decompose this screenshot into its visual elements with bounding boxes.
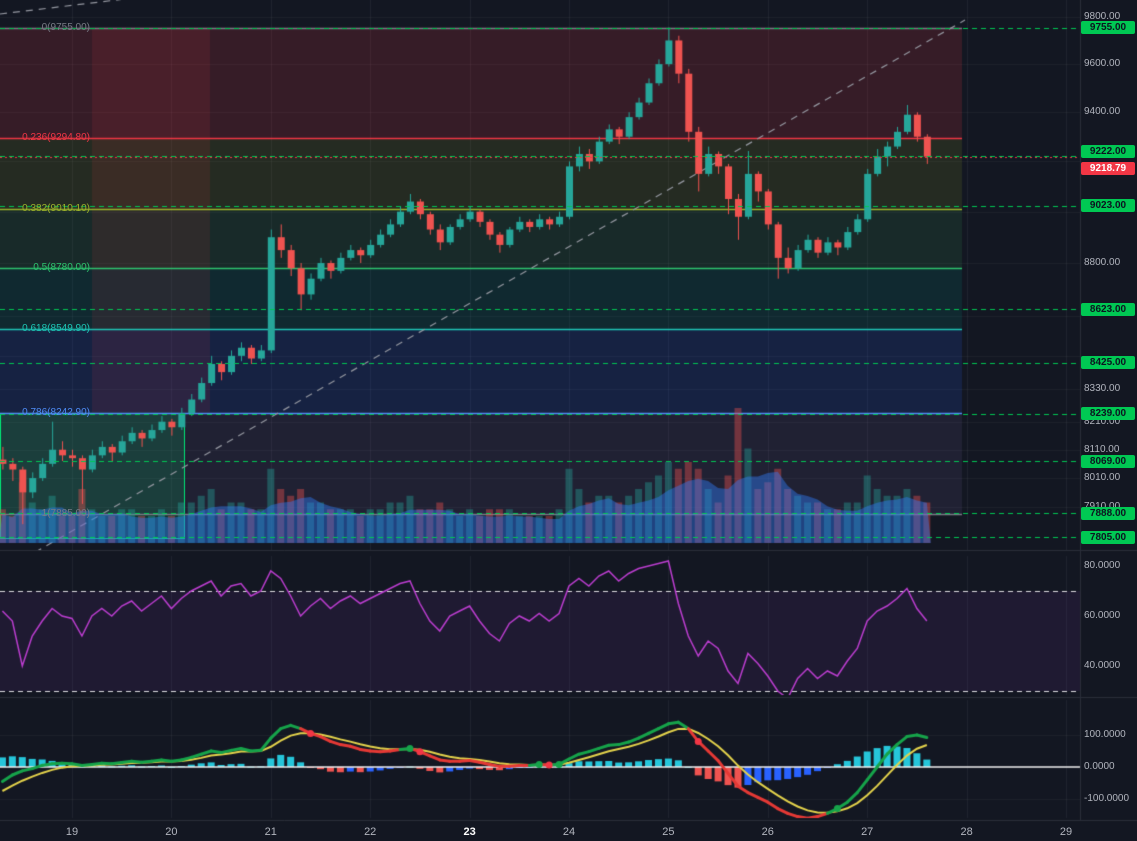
time-axis-label-25: 25	[662, 826, 675, 838]
time-axis-label-28: 28	[960, 826, 973, 838]
price-alert-badge[interactable]: 9755.00	[1081, 21, 1135, 35]
macd-axis-label: 100.0000	[1084, 729, 1126, 740]
price-axis-label: 8800.00	[1084, 257, 1121, 269]
price-alert-badge[interactable]: 7888.00	[1081, 506, 1135, 520]
price-alert-badge[interactable]: 7805.00	[1081, 530, 1135, 544]
time-axis-label-24: 24	[562, 826, 576, 838]
price-axis-label: 8010.00	[1084, 472, 1121, 484]
price-axis-label: 9600.00	[1084, 58, 1121, 70]
time-axis-label-23: 23	[463, 826, 476, 838]
time-axis-label-22: 22	[364, 826, 377, 838]
time-axis-label-21: 21	[264, 826, 277, 838]
time-axis-label-20: 20	[165, 826, 178, 838]
price-alert-badge[interactable]: 8623.00	[1081, 302, 1135, 316]
time-axis-label-19: 19	[65, 826, 79, 838]
price-axis-label: 9400.00	[1084, 106, 1121, 118]
price-axis-label: 7910.00	[1084, 501, 1120, 513]
current-price-badge: 9218.79	[1081, 162, 1135, 176]
price-axis-label: 9800.00	[1084, 11, 1121, 22]
price-alert-badge[interactable]: 9023.00	[1081, 199, 1135, 213]
price-axis-label: 8330.00	[1084, 382, 1121, 394]
macd-axis-label: -100.0000	[1084, 793, 1130, 804]
time-axis-label-27: 27	[861, 826, 874, 838]
time-axis-label-29: 29	[1059, 826, 1073, 838]
price-alert-badge[interactable]: 8069.00	[1081, 454, 1135, 468]
rsi-axis-label: 60.0000	[1084, 610, 1121, 621]
price-alert-badge[interactable]: 9222.00	[1081, 145, 1135, 159]
price-axis-label: 8210.00	[1084, 415, 1121, 427]
price-alert-badge[interactable]: 8239.00	[1081, 407, 1135, 421]
macd-axis-label: 0.0000	[1084, 761, 1115, 772]
price-axis-label: 8110.00	[1084, 443, 1120, 455]
price-alert-badge[interactable]: 8425.00	[1081, 356, 1135, 370]
rsi-axis-label: 40.0000	[1084, 660, 1121, 671]
rsi-axis-label: 80.0000	[1084, 560, 1121, 571]
time-axis-label-26: 26	[761, 826, 774, 838]
